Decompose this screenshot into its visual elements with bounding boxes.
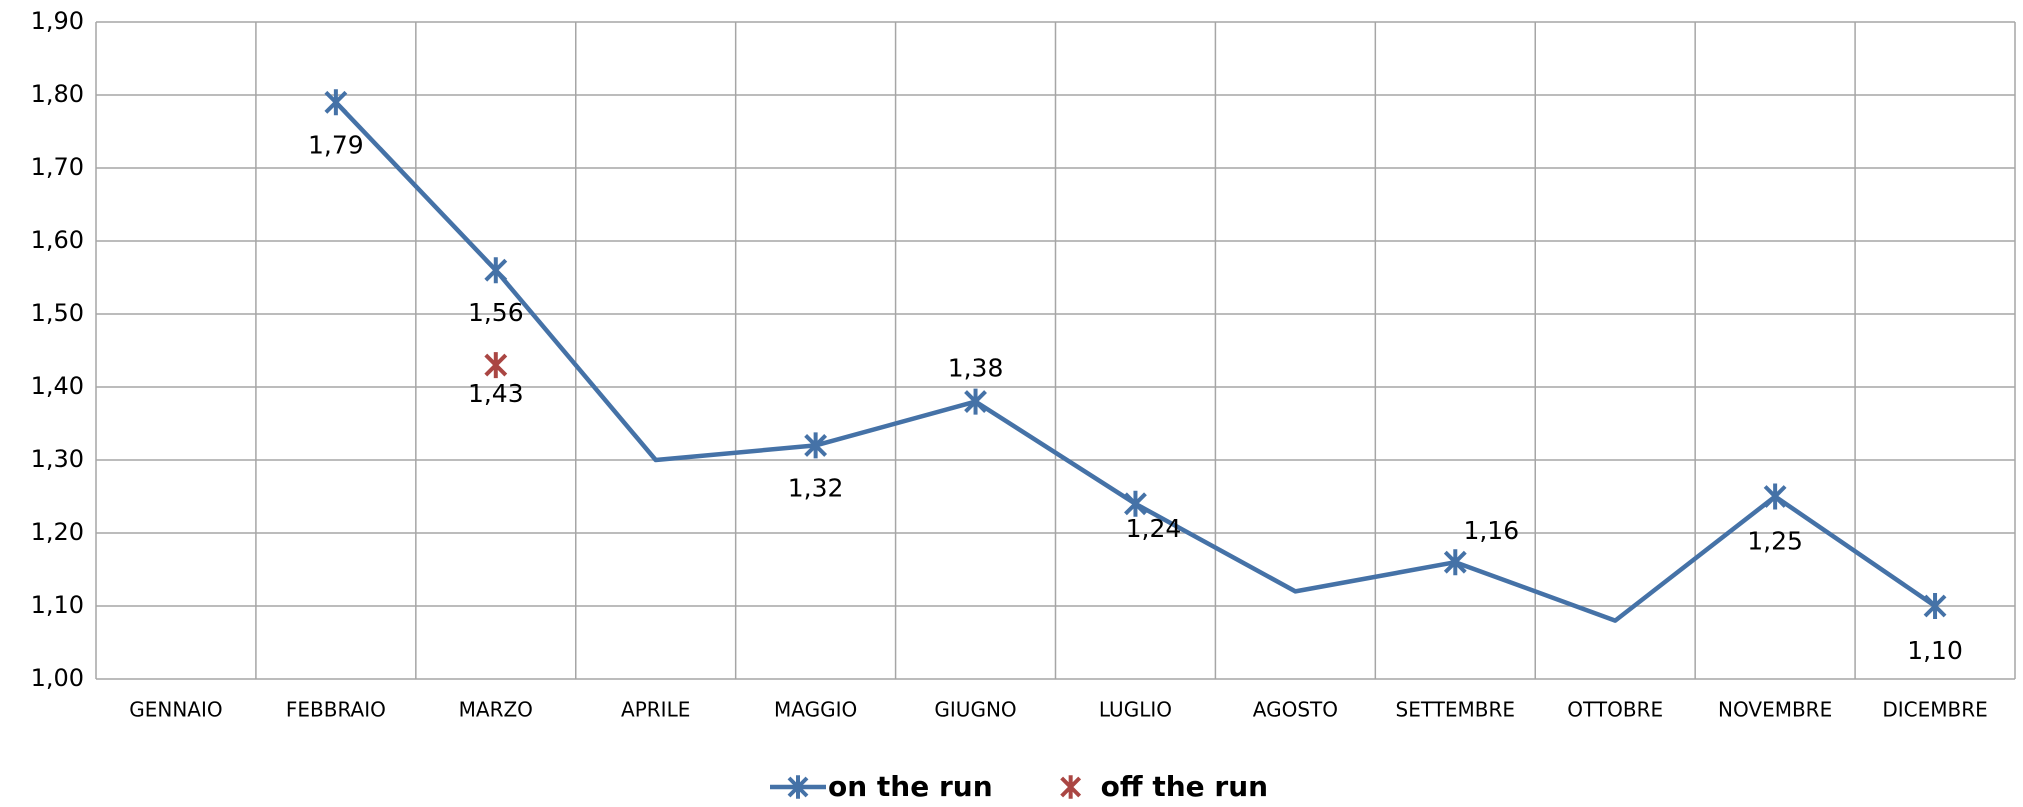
y-tick-label: 1,00: [31, 664, 84, 692]
y-tick-label: 1,30: [31, 445, 84, 473]
marker-shape: [1763, 483, 1787, 510]
data-label: 1,16: [1463, 516, 1519, 545]
data-marker: [804, 432, 828, 459]
marker-shape: [484, 257, 508, 284]
y-tick-label: 1,70: [31, 153, 84, 181]
marker-shape: [787, 775, 809, 799]
y-tick-label: 1,60: [31, 226, 84, 254]
marker-shape: [1124, 490, 1147, 517]
y-tick-label: 1,40: [31, 372, 84, 400]
marker-shape: [1443, 549, 1467, 576]
data-marker: [964, 388, 987, 415]
data-marker: [1923, 593, 1947, 619]
data-marker: [1763, 483, 1787, 510]
marker-shape: [324, 89, 348, 116]
x-tick-label: FEBBRAIO: [286, 698, 386, 722]
data-label: 1,32: [788, 473, 844, 502]
marker-shape: [1060, 775, 1082, 799]
marker-shape: [1923, 593, 1947, 619]
x-tick-label: DICEMBRE: [1882, 698, 1987, 722]
legend-label: on the run: [828, 770, 993, 803]
data-label: 1,43: [468, 379, 524, 408]
data-label: 1,24: [1126, 514, 1182, 543]
data-marker: [484, 257, 508, 284]
y-tick-label: 1,90: [31, 7, 84, 35]
x-tick-label: GENNAIO: [129, 698, 222, 722]
data-marker: [324, 89, 348, 116]
data-label: 1,56: [468, 298, 524, 327]
y-tick-label: 1,20: [31, 518, 84, 546]
x-tick-label: SETTEMBRE: [1396, 698, 1516, 722]
data-label: 1,25: [1747, 527, 1803, 556]
x-tick-label: APRILE: [621, 698, 690, 722]
data-label: 1,38: [948, 354, 1004, 383]
x-tick-label: AGOSTO: [1253, 698, 1338, 722]
y-tick-label: 1,80: [31, 80, 84, 108]
marker-shape: [484, 352, 508, 379]
legend-swatch: [770, 775, 826, 799]
x-tick-label: MAGGIO: [774, 698, 857, 722]
data-label: 1,79: [308, 130, 364, 159]
legend-swatch: [1060, 775, 1082, 799]
marker-shape: [804, 432, 828, 459]
marker-shape: [964, 388, 987, 415]
data-marker: [1443, 549, 1467, 576]
x-tick-label: NOVEMBRE: [1718, 698, 1832, 722]
x-tick-label: GIUGNO: [934, 698, 1016, 722]
data-marker: [484, 352, 508, 379]
data-label: 1,10: [1907, 636, 1963, 665]
x-tick-label: LUGLIO: [1099, 698, 1172, 722]
x-tick-label: MARZO: [459, 698, 533, 722]
x-tick-label: OTTOBRE: [1567, 698, 1663, 722]
legend-label: off the run: [1101, 770, 1268, 803]
y-tick-label: 1,10: [31, 591, 84, 619]
data-marker: [1124, 490, 1147, 517]
y-tick-label: 1,50: [31, 299, 84, 327]
